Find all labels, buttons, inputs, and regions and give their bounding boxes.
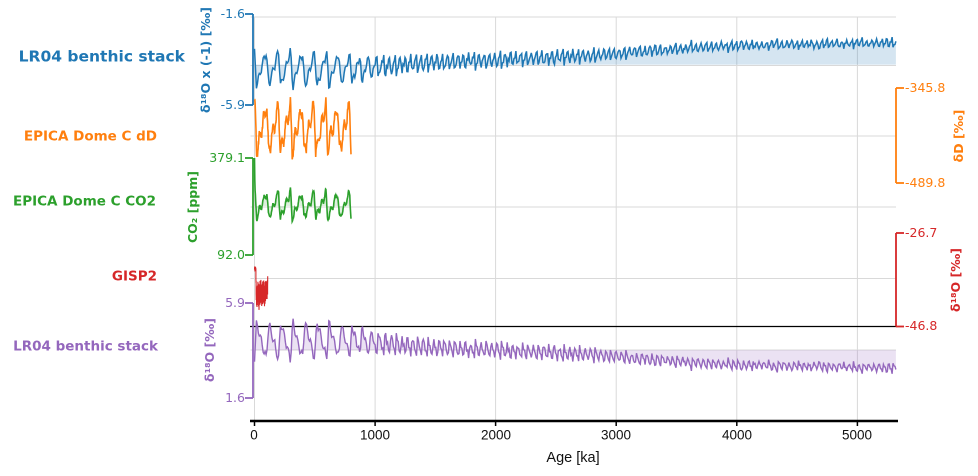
gridlines: [250, 16, 896, 421]
axis-label-d18o-inverted: δ¹⁸O x (-1) [‰]: [197, 6, 213, 114]
row-label-lr04-bottom: LR04 benthic stack: [13, 338, 158, 355]
x-tick-0: 0: [250, 427, 258, 443]
tick-d18o-min: 1.6: [225, 389, 245, 405]
x-tick-1000: 1000: [359, 427, 391, 443]
row-label-epica-dd: EPICA Dome C dD: [23, 128, 157, 145]
axis-label-co2: CO₂ [ppm]: [184, 171, 200, 243]
tick-co2-min: 92.0: [217, 246, 245, 262]
row-label-epica-co2: EPICA Dome C CO2: [13, 193, 156, 210]
epica-dd-line: [254, 97, 352, 160]
x-axis: [250, 419, 898, 426]
lr04-inverted-line: [253, 36, 897, 91]
gisp2-line: [253, 266, 269, 310]
x-axis-title: Age [ka]: [546, 449, 600, 466]
lr04-fill: [254, 318, 896, 374]
tick-d18o-inv-min: -5.9: [220, 96, 245, 112]
lr04-line: [253, 318, 897, 375]
epica-co2-line: [253, 157, 352, 225]
tick-d18o-max: 5.9: [225, 294, 245, 310]
axis-label-dd: δD [‰]: [950, 109, 966, 163]
tick-d18o-inv-max: -1.6: [220, 5, 245, 21]
lr04-inverted-fill: [254, 37, 896, 90]
x-tick-3000: 3000: [600, 427, 632, 443]
x-tick-5000: 5000: [841, 427, 873, 443]
tick-gisp2-min: -46.8: [905, 317, 938, 333]
row-label-lr04-top: LR04 benthic stack: [18, 47, 185, 66]
tick-dd-max: -345.8: [905, 79, 946, 95]
row-label-gisp2: GISP2: [111, 268, 157, 285]
series-lines: [253, 36, 897, 375]
x-tick-4000: 4000: [721, 427, 753, 443]
axis-label-d18o: δ¹⁸O [‰]: [201, 318, 217, 382]
axis-label-gisp2-d18o: δ¹⁸O [‰]: [947, 248, 963, 312]
x-tick-2000: 2000: [480, 427, 512, 443]
tick-dd-min: -489.8: [905, 174, 946, 190]
value-axes: [245, 13, 904, 399]
tick-co2-max: 379.1: [209, 149, 245, 165]
tick-gisp2-max: -26.7: [905, 224, 938, 240]
